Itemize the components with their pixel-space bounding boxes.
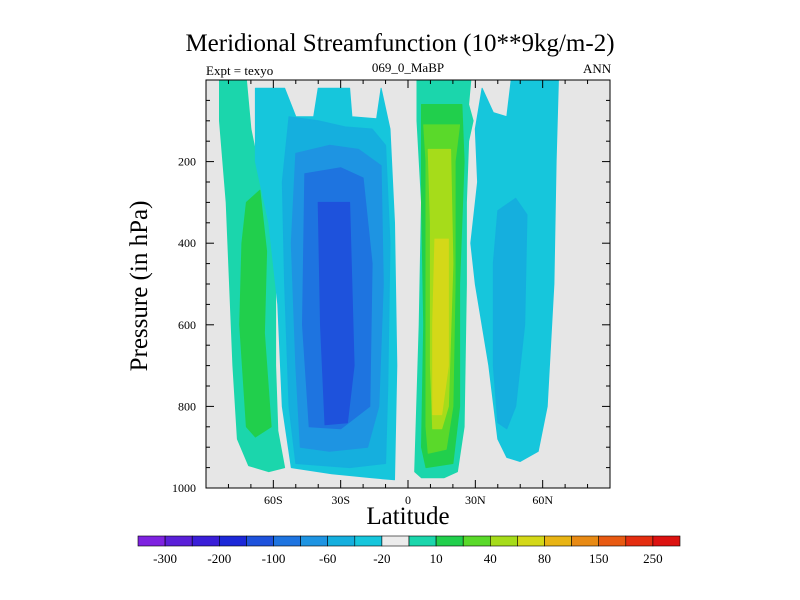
colorbar-box: [625, 535, 654, 547]
x-tick-label: 0: [405, 493, 411, 507]
colorbar-box: [300, 535, 329, 547]
x-axis-label: Latitude: [366, 503, 450, 530]
colorbar-label: -20: [373, 551, 390, 566]
y-tick-label: 800: [178, 399, 196, 413]
colorbar-box: [598, 535, 627, 547]
colorbar-box: [435, 535, 464, 547]
colorbar-label: 150: [589, 551, 609, 566]
colorbar-label: -100: [262, 551, 286, 566]
contour-regions: [219, 79, 559, 481]
y-axis-label: Pressure (in hPa): [126, 200, 153, 372]
contour-nh-negative-core: [492, 197, 528, 430]
colorbar-box: [164, 535, 193, 547]
colorbar-box: [517, 535, 545, 547]
colorbar-box: [219, 535, 247, 547]
colorbar-label: -300: [153, 551, 177, 566]
colorbar: -300 -200 -100 -60 -20 10 40 80 150 250: [137, 535, 681, 566]
y-tick-label: 400: [178, 236, 196, 250]
colorbar-label: 40: [484, 551, 497, 566]
colorbar-label: 250: [643, 551, 663, 566]
colorbar-box: [273, 535, 301, 547]
colorbar-box: [381, 535, 410, 547]
colorbar-label: 10: [430, 551, 443, 566]
colorbar-box: [571, 535, 599, 547]
y-tick-label: 1000: [172, 481, 196, 495]
experiment-label: Expt = texyo: [206, 63, 274, 78]
colorbar-box: [246, 535, 274, 547]
colorbar-label: -200: [207, 551, 231, 566]
colorbar-box: [191, 535, 220, 547]
season-label: ANN: [583, 61, 612, 76]
chart-title: Meridional Streamfunction (10**9kg/m-2): [185, 30, 615, 57]
colorbar-box: [354, 535, 383, 547]
y-tick-label: 200: [178, 155, 196, 169]
y-tick-label: 600: [178, 318, 196, 332]
colorbar-box: [408, 535, 437, 547]
colorbar-label: 80: [538, 551, 551, 566]
colorbar-box: [652, 535, 681, 547]
contour-sh-polar-core: [239, 189, 272, 438]
chart-subtitle: 069_0_MaBP: [371, 60, 445, 75]
colorbar-box: [544, 535, 572, 547]
contour-sh-negative-core: [317, 201, 355, 426]
colorbar-box: [137, 535, 166, 547]
colorbar-box: [489, 535, 518, 547]
x-tick-label: 60S: [264, 493, 283, 507]
colorbar-box: [327, 535, 356, 547]
x-tick-label: 30S: [331, 493, 350, 507]
x-tick-label: 60N: [532, 493, 553, 507]
contour-nh-hadley-core: [432, 238, 449, 416]
colorbar-label: -60: [319, 551, 336, 566]
axis-ticks: 60S 30S 0 30N 60N 200 400 600 800 1000: [172, 79, 611, 507]
x-tick-label: 30N: [465, 493, 486, 507]
colorbar-box: [462, 535, 491, 547]
